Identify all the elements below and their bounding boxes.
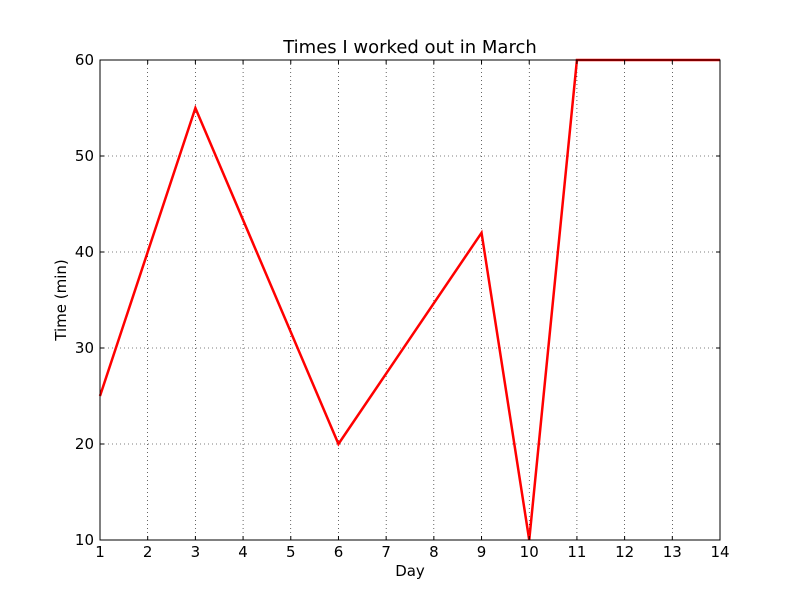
x-tick-label: 8	[429, 543, 439, 561]
y-tick-label: 10	[75, 531, 94, 549]
x-tick-label: 5	[286, 543, 296, 561]
y-tick-label: 30	[75, 339, 94, 357]
y-tick-label: 20	[75, 435, 94, 453]
x-tick-label: 1	[95, 543, 105, 561]
grid-layer	[100, 60, 720, 540]
x-tick-label: 7	[381, 543, 391, 561]
x-tick-label: 4	[238, 543, 248, 561]
x-tick-label: 12	[615, 543, 634, 561]
x-tick-label: 2	[143, 543, 153, 561]
y-axis-title: Time (min)	[52, 259, 70, 341]
x-tick-label: 14	[710, 543, 729, 561]
y-tick-label: 50	[75, 147, 94, 165]
chart-title: Times I worked out in March	[282, 37, 537, 58]
x-tick-label: 6	[334, 543, 344, 561]
y-tick-label: 60	[75, 51, 94, 69]
x-tick-label: 9	[477, 543, 487, 561]
x-tick-label: 3	[191, 543, 201, 561]
plot-area	[100, 60, 720, 540]
y-tick-label: 40	[75, 243, 94, 261]
x-tick-label: 11	[567, 543, 586, 561]
tick-layer	[99, 59, 721, 541]
x-tick-label: 13	[663, 543, 682, 561]
x-axis-title: Day	[395, 562, 425, 580]
x-tick-label: 10	[520, 543, 539, 561]
plot-frame	[99, 59, 721, 541]
